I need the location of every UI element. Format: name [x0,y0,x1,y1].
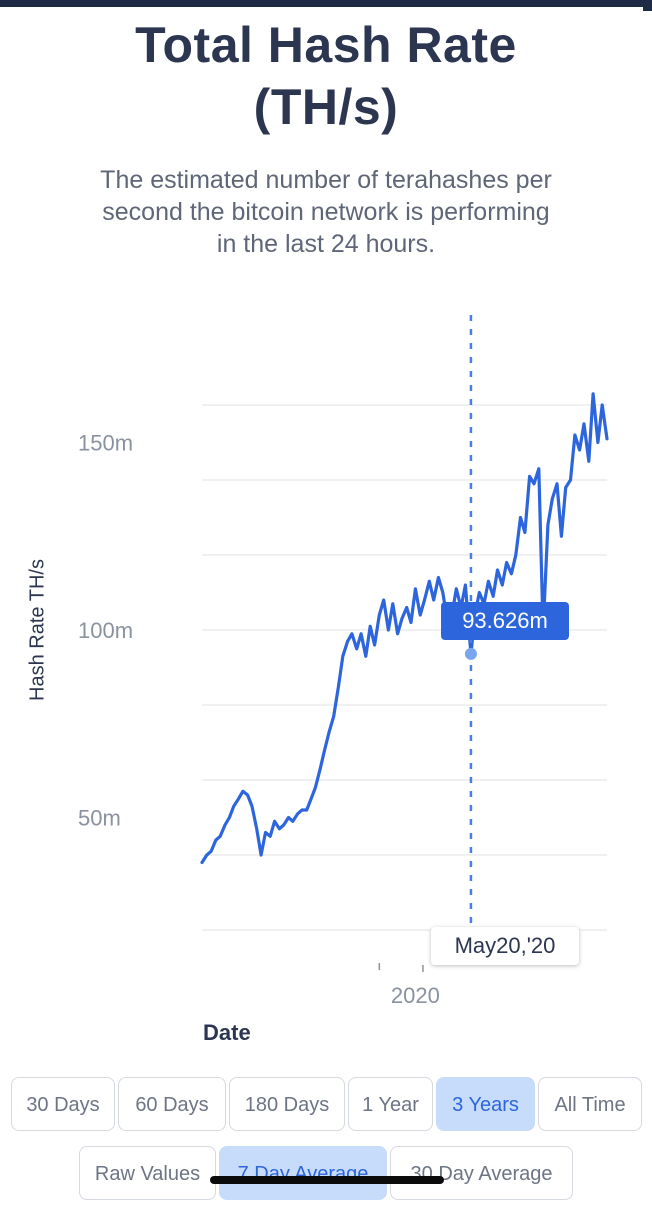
description-line-2: second the bitcoin network is performing [102,198,550,226]
y-tick-label: 100m [78,618,133,643]
title-line-2: (TH/s) [253,79,399,135]
seven-day-average-button[interactable]: 7 Day Average [219,1146,387,1200]
x-tick-label: 2020 [391,983,440,1008]
range-all-time-button[interactable]: All Time [538,1077,642,1131]
thirty-day-average-button[interactable]: 30 Day Average [390,1146,573,1200]
range-30-days-button[interactable]: 30 Days [11,1077,115,1131]
date-tooltip: May20,'20 [431,927,579,965]
x-axis-label: Date [203,1020,251,1045]
range-180-days-button[interactable]: 180 Days [229,1077,345,1131]
value-tooltip: 93.626m [441,602,569,640]
title-line-1: Total Hash Rate [135,17,517,73]
selected-point-marker [464,647,477,660]
description-line-1: The estimated number of terahashes per [100,166,552,194]
range-3-years-button[interactable]: 3 Years [436,1077,535,1131]
y-tick-label: 150m [78,431,133,456]
status-bar-edge [643,0,652,11]
y-tick-label: 50m [78,806,121,831]
range-1-year-button[interactable]: 1 Year [348,1077,433,1131]
series-line [200,392,609,865]
status-bar [0,0,652,12]
chart-description: The estimated number of terahashes per s… [50,164,602,260]
status-bar-fill [0,0,652,7]
range-60-days-button[interactable]: 60 Days [118,1077,226,1131]
home-indicator [210,1176,444,1184]
page-title: Total Hash Rate (TH/s) [0,14,652,138]
raw-values-button[interactable]: Raw Values [79,1146,216,1200]
y-axis-label: Hash Rate TH/s [26,559,49,701]
hash-rate-chart[interactable]: 50m 100m 150m 2020 [0,0,652,1030]
description-line-3: in the last 24 hours. [216,230,436,258]
